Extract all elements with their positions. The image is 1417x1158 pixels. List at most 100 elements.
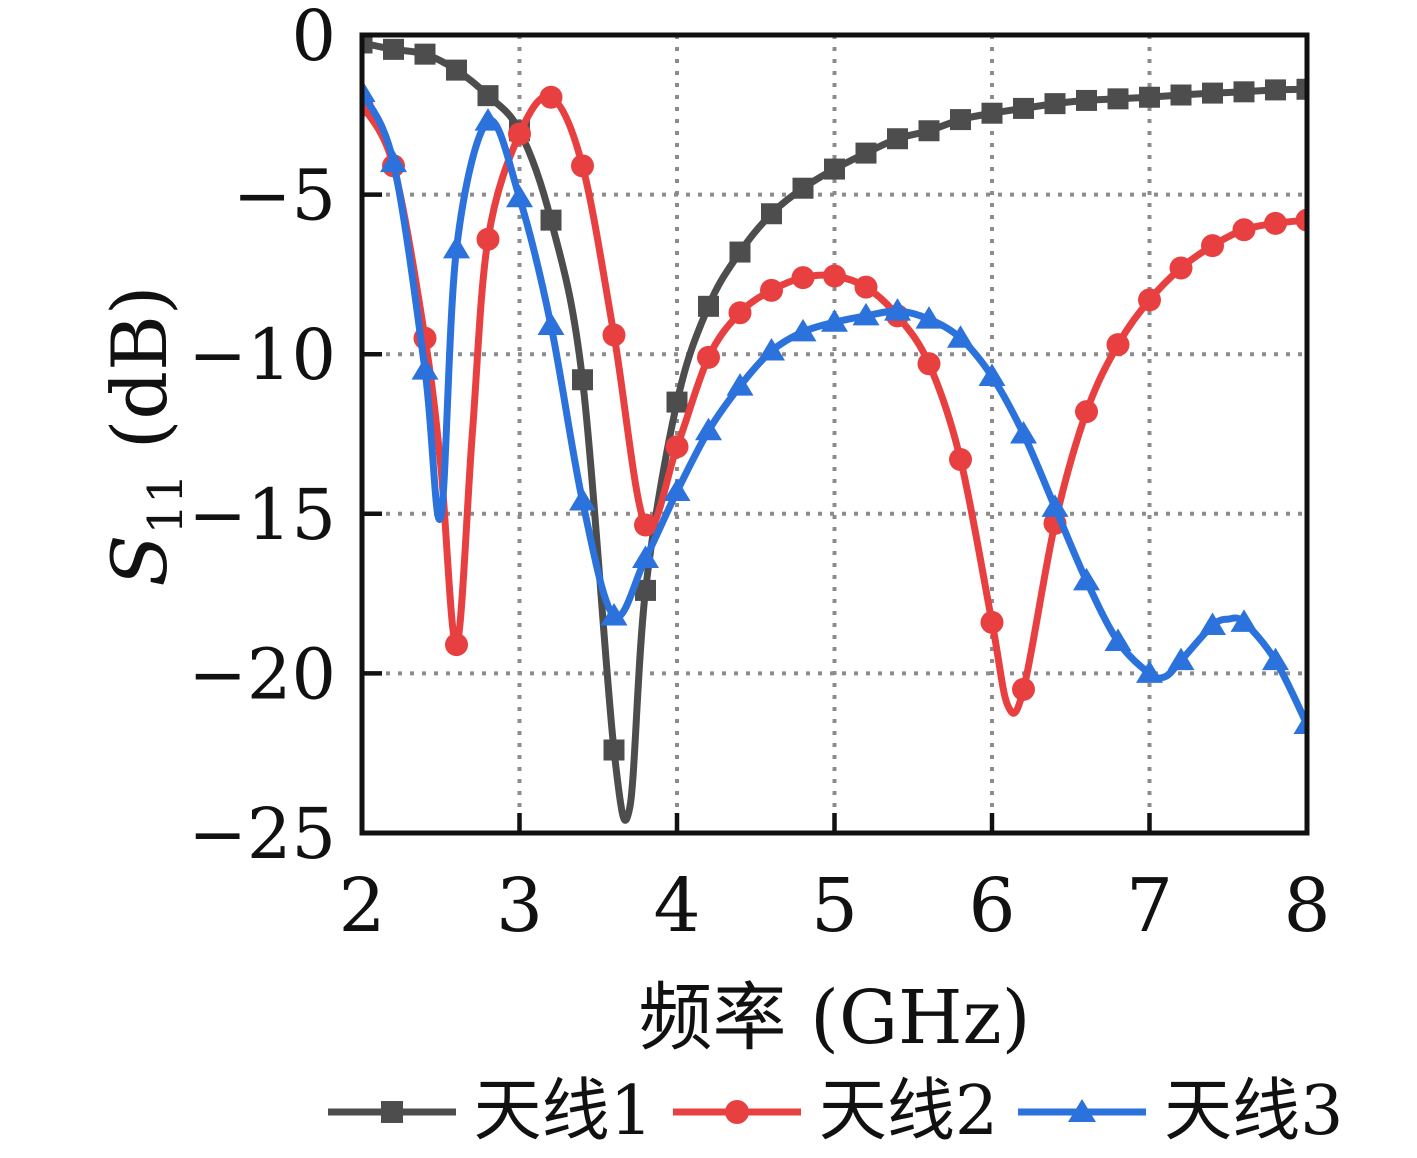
legend: 天线1 天线2 天线3 (302, 1066, 1367, 1158)
y-tick-label--25: −25 (188, 793, 336, 875)
marker-square-antenna-1 (362, 35, 373, 54)
marker-square-antenna-1 (477, 85, 499, 107)
legend-label-antenna-1: 天线1 (473, 1072, 653, 1151)
marker-triangle-antenna-3 (1104, 628, 1132, 651)
marker-circle-antenna-2 (1264, 211, 1287, 235)
legend-label-antenna-3: 天线3 (1164, 1072, 1344, 1151)
marker-triangle-antenna-3 (362, 79, 376, 102)
marker-triangle-antenna-3 (1262, 647, 1289, 671)
marker-square-antenna-1 (383, 38, 404, 60)
marker-square-antenna-1 (918, 120, 940, 142)
legend-item-antenna-2: 天线2 (671, 1066, 998, 1158)
marker-square-antenna-1 (1265, 79, 1286, 101)
marker-triangle-antenna-3 (726, 373, 754, 396)
marker-triangle-antenna-3 (821, 309, 848, 332)
marker-triangle-antenna-3 (411, 357, 439, 380)
marker-square-antenna-1 (1076, 89, 1097, 111)
marker-circle-antenna-2 (1295, 208, 1307, 232)
series-line-antenna-2 (362, 92, 1307, 717)
marker-square-antenna-1 (824, 158, 845, 180)
marker-triangle-antenna-3 (1041, 494, 1069, 517)
legend-swatch-triangle-icon (1018, 1099, 1147, 1122)
marker-circle-antenna-2 (760, 278, 783, 302)
marker-triangle-antenna-3 (1167, 647, 1195, 671)
marker-square-antenna-1 (887, 128, 908, 150)
marker-circle-antenna-2 (476, 227, 500, 251)
marker-square-antenna-1 (446, 59, 467, 81)
marker-circle-antenna-2 (791, 266, 815, 290)
marker-square-antenna-1 (1013, 97, 1034, 119)
x-axis-label: 频率 (GHz) (638, 975, 1031, 1061)
marker-circle-antenna-2 (1012, 677, 1035, 701)
marker-square-antenna-1 (855, 142, 877, 164)
marker-square-antenna-1 (698, 295, 719, 317)
marker-triangle-antenna-3 (663, 478, 691, 501)
marker-circle-antenna-2 (823, 264, 846, 288)
legend-item-antenna-3: 天线3 (1016, 1066, 1343, 1158)
marker-square-antenna-1 (1296, 78, 1307, 100)
marker-square-antenna-1 (1233, 81, 1255, 103)
x-tick-label-8: 8 (1283, 863, 1330, 949)
marker-circle-antenna-2 (665, 435, 689, 459)
x-tick-label-4: 4 (653, 863, 700, 949)
marker-square-antenna-1 (1139, 86, 1160, 108)
y-axis-unit: (dB) (95, 285, 184, 450)
marker-triangle-antenna-3 (1199, 612, 1226, 636)
marker-square-antenna-1 (729, 241, 751, 263)
x-tick-label-5: 5 (811, 863, 858, 949)
x-tick-label-3: 3 (496, 863, 543, 949)
marker-circle-antenna-2 (854, 275, 878, 299)
marker-triangle-antenna-3 (506, 184, 533, 208)
marker-square-antenna-1 (635, 579, 656, 601)
marker-square-antenna-1 (603, 739, 625, 761)
marker-triangle-antenna-3 (852, 302, 880, 326)
marker-square-antenna-1 (572, 369, 593, 391)
marker-circle-antenna-2 (571, 154, 594, 178)
marker-triangle-antenna-3 (915, 306, 943, 329)
marker-square-antenna-1 (540, 209, 562, 231)
marker-circle-antenna-2 (634, 513, 657, 537)
marker-triangle-antenna-3 (758, 338, 785, 361)
marker-square-antenna-1 (950, 109, 971, 131)
marker-triangle-antenna-3 (569, 488, 596, 511)
marker-triangle-antenna-3 (632, 545, 659, 568)
marker-square-antenna-1 (1202, 82, 1223, 104)
series-antenna-1 (362, 35, 1307, 824)
marker-triangle-antenna-3 (789, 318, 817, 342)
marker-triangle-antenna-3 (474, 108, 502, 131)
marker-triangle-antenna-3 (380, 149, 407, 173)
axis-ticks (359, 32, 1310, 836)
legend-swatch-circle-icon (672, 1100, 801, 1124)
marker-triangle-antenna-3 (1073, 567, 1100, 591)
marker-triangle-antenna-3 (443, 235, 470, 259)
marker-triangle-antenna-3 (1230, 609, 1258, 632)
series-antenna-3 (362, 79, 1307, 734)
y-axis-subscript: 11 (138, 473, 195, 535)
x-tick-label-2: 2 (338, 863, 385, 949)
y-axis-label: S11 (dB) (94, 186, 194, 686)
marker-square-antenna-1 (792, 177, 814, 199)
x-tick-label-7: 7 (1126, 863, 1173, 949)
marker-circle-antenna-2 (980, 610, 1004, 634)
marker-square-antenna-1 (1044, 93, 1066, 115)
y-tick-label-0: 0 (291, 0, 336, 77)
legend-swatch-square-icon (327, 1101, 456, 1123)
marker-triangle-antenna-3 (884, 298, 911, 321)
y-tick-label--20: −20 (188, 633, 336, 715)
marker-circle-antenna-2 (1075, 400, 1098, 424)
marker-triangle-antenna-3 (978, 363, 1006, 387)
marker-square-antenna-1 (761, 203, 782, 225)
marker-circle-antenna-2 (1201, 234, 1224, 258)
marker-triangle-antenna-3 (1010, 421, 1037, 444)
marker-triangle-antenna-3 (600, 602, 628, 626)
marker-circle-antenna-2 (602, 323, 626, 347)
marker-square-antenna-1 (1170, 84, 1192, 106)
marker-circle-antenna-2 (1138, 288, 1161, 312)
y-axis-symbol: S (95, 534, 184, 587)
marker-circle-antenna-2 (539, 85, 563, 109)
marker-square-antenna-1 (1107, 88, 1129, 110)
y-tick-label--5: −5 (233, 155, 336, 237)
marker-square-antenna-1 (981, 102, 1003, 124)
